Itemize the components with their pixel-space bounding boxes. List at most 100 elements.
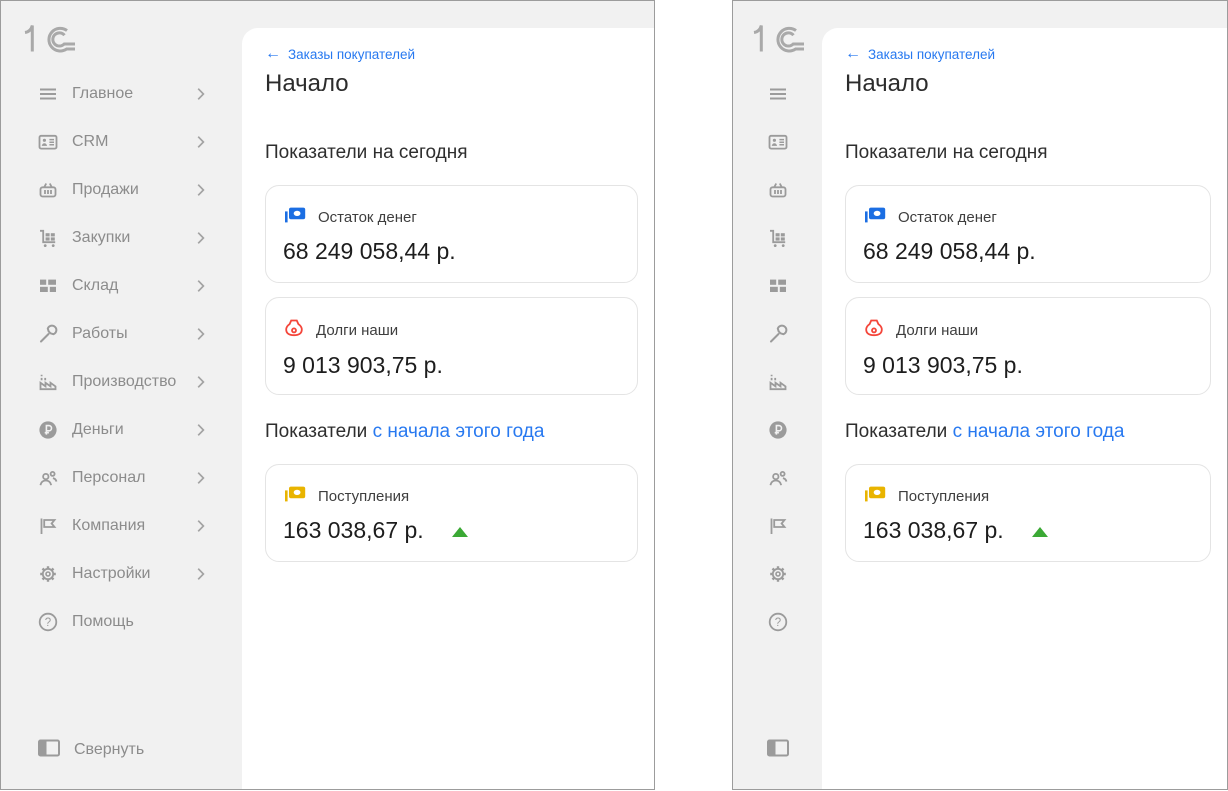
chevron-right-icon <box>197 280 205 293</box>
people-icon <box>767 467 789 489</box>
card-label: Поступления <box>898 488 990 505</box>
collapse-sidebar-icon <box>37 738 61 763</box>
sidebar-item-menu[interactable]: Главное <box>1 70 243 118</box>
banknote-icon <box>863 484 887 509</box>
sidebar-item-label: Продажи <box>72 181 139 198</box>
sidebar-expand-button[interactable] <box>733 726 823 774</box>
card-label-row: Остаток денег <box>283 205 619 230</box>
sidebar-item-flag[interactable] <box>733 502 823 550</box>
sidebar-item-label: Главное <box>72 85 134 102</box>
section-heading-text: Показатели <box>265 421 368 442</box>
banknote-icon <box>283 484 307 509</box>
sidebar-item-ruble[interactable] <box>733 406 823 454</box>
sections: Показатели на сегодня Остаток денег 68 249… <box>845 141 1211 562</box>
sidebar-item-gear[interactable]: Настройки <box>1 550 243 598</box>
gear-icon <box>767 563 789 585</box>
indicator-card[interactable]: Поступления 163 038,67 р. <box>265 464 638 562</box>
sidebar-item-gear[interactable] <box>733 550 823 598</box>
sidebar-item-help[interactable]: ? <box>733 598 823 646</box>
sidebar-item-wrench[interactable]: Работы <box>1 310 243 358</box>
window-expanded-sidebar: Главное CRM Продажи Закупки Склад Работы Произ… <box>0 0 655 790</box>
card-value: 9 013 903,75 р. <box>283 352 443 378</box>
sidebar-collapse-button[interactable]: Свернуть <box>1 726 243 774</box>
svg-text:?: ? <box>775 617 781 629</box>
people-icon <box>37 467 59 489</box>
ruble-icon <box>37 419 59 441</box>
crm-card-icon <box>37 131 59 153</box>
back-link[interactable]: ← Заказы покупателей <box>265 46 415 62</box>
card-value: 68 249 058,44 р. <box>283 238 456 264</box>
sidebar-item-help[interactable]: ? Помощь <box>1 598 243 646</box>
back-link[interactable]: ← Заказы покупателей <box>845 46 995 62</box>
sidebar-item-label: Склад <box>72 277 119 294</box>
section-heading: Показатели на сегодня <box>265 141 638 165</box>
sidebar-item-label: Деньги <box>72 421 124 438</box>
sidebar-item-warehouse[interactable]: Склад <box>1 262 243 310</box>
cart-icon <box>37 227 59 249</box>
sidebar-item-label: Производство <box>72 373 177 390</box>
expand-sidebar-icon <box>766 738 790 763</box>
sidebar-item-menu[interactable] <box>733 70 823 118</box>
sidebar-collapsed: ? <box>733 1 823 789</box>
sidebar-item-wrench[interactable] <box>733 310 823 358</box>
warehouse-icon <box>37 275 59 297</box>
sidebar-item-cart[interactable] <box>733 214 823 262</box>
sidebar-item-label: Работы <box>72 325 128 342</box>
factory-icon <box>767 371 789 393</box>
factory-icon <box>37 371 59 393</box>
card-value-row: 163 038,67 р. <box>863 517 1192 544</box>
indicator-card[interactable]: Долги наши 9 013 903,75 р. <box>265 297 638 395</box>
card-label: Долги наши <box>896 322 979 339</box>
card-value-row: 9 013 903,75 р. <box>283 352 619 379</box>
sidebar-item-people[interactable] <box>733 454 823 502</box>
logo-1c <box>752 23 804 58</box>
card-label: Долги наши <box>316 322 399 339</box>
sidebar-item-label: CRM <box>72 133 109 150</box>
period-link[interactable]: с начала этого года <box>952 421 1125 442</box>
collapse-label: Свернуть <box>74 741 145 758</box>
menu-icon <box>767 83 789 105</box>
card-value-row: 68 249 058,44 р. <box>283 238 619 265</box>
sidebar-item-crm-card[interactable] <box>733 118 823 166</box>
page-title: Начало <box>265 70 349 97</box>
card-value: 163 038,67 р. <box>283 517 424 543</box>
chevron-right-icon <box>197 184 205 197</box>
chevron-right-icon <box>197 88 205 101</box>
card-label-row: Остаток денег <box>863 205 1192 230</box>
card-label: Поступления <box>318 488 410 505</box>
indicator-card[interactable]: Остаток денег 68 249 058,44 р. <box>845 185 1211 283</box>
wrench-icon <box>37 323 59 345</box>
card-label: Остаток денег <box>898 209 997 226</box>
sidebar-item-crm-card[interactable]: CRM <box>1 118 243 166</box>
gear-icon <box>37 563 59 585</box>
sidebar-item-label: Помощь <box>72 613 134 630</box>
indicator-card[interactable]: Долги наши 9 013 903,75 р. <box>845 297 1211 395</box>
indicator-card[interactable]: Поступления 163 038,67 р. <box>845 464 1211 562</box>
sidebar-item-cart[interactable]: Закупки <box>1 214 243 262</box>
period-link[interactable]: с начала этого года <box>372 421 545 442</box>
moneybag-icon <box>283 317 305 344</box>
card-value: 9 013 903,75 р. <box>863 352 1023 378</box>
sidebar-item-basket[interactable] <box>733 166 823 214</box>
section-heading-text: Показатели на сегодня <box>265 142 468 163</box>
indicator-card[interactable]: Остаток денег 68 249 058,44 р. <box>265 185 638 283</box>
sidebar-item-factory[interactable] <box>733 358 823 406</box>
card-value: 163 038,67 р. <box>863 517 1004 543</box>
sidebar-item-flag[interactable]: Компания <box>1 502 243 550</box>
flag-icon <box>767 515 789 537</box>
sidebar-item-people[interactable]: Персонал <box>1 454 243 502</box>
sidebar-item-factory[interactable]: Производство <box>1 358 243 406</box>
window-collapsed-sidebar: ? ← Заказы покупателей Начало Показатели… <box>732 0 1228 790</box>
section-heading: Показатели с начала этого года <box>265 420 638 444</box>
card-value-row: 9 013 903,75 р. <box>863 352 1192 379</box>
sidebar-item-warehouse[interactable] <box>733 262 823 310</box>
logo-1c <box>23 23 75 58</box>
sidebar-expanded: Главное CRM Продажи Закупки Склад Работы Произ… <box>1 1 243 789</box>
chevron-right-icon <box>197 136 205 149</box>
sidebar-menu: Главное CRM Продажи Закупки Склад Работы Произ… <box>1 70 243 646</box>
sidebar-item-basket[interactable]: Продажи <box>1 166 243 214</box>
help-icon: ? <box>37 611 59 633</box>
sidebar-item-ruble[interactable]: Деньги <box>1 406 243 454</box>
chevron-right-icon <box>197 520 205 533</box>
sidebar-menu: ? <box>733 70 823 646</box>
